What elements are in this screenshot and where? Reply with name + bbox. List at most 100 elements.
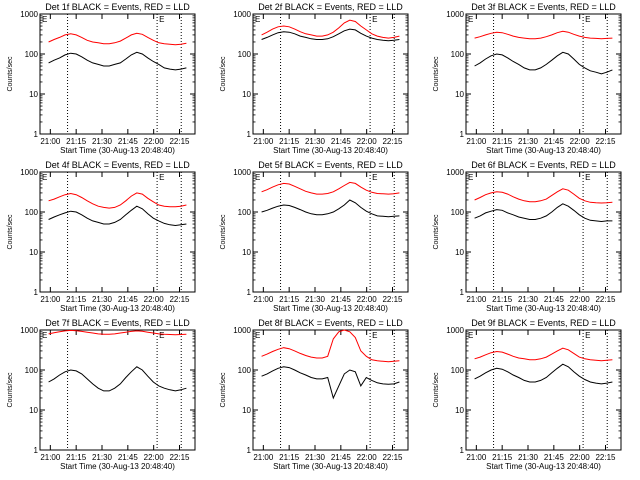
x-tick-label: 21:30 (518, 295, 539, 304)
x-tick-label: 21:15 (492, 295, 513, 304)
plot-frame (252, 13, 409, 135)
black-events-line (48, 51, 187, 71)
x-axis-label: Start Time (30-Aug-13 20:48:40) (60, 462, 175, 471)
red-lld-line (48, 32, 187, 46)
x-tick-label: 21:00 (253, 453, 274, 462)
chart-panel: Det 6f BLACK = Events, RED = LLD 1 10 100 10… (433, 160, 622, 313)
chart-title: Det 8f BLACK = Events, RED = LLD (258, 318, 403, 328)
chart-panel: Det 3f BLACK = Events, RED = LLD 1 10 100 10… (433, 2, 622, 155)
x-tick-label: 22:15 (382, 453, 403, 462)
x-tick-label: 22:15 (169, 453, 190, 462)
black-events-line (474, 203, 613, 223)
chart-panel: Det 4f BLACK = Events, RED = LLD 1 10 100 10… (7, 160, 196, 313)
x-tick-label: 21:00 (40, 137, 61, 146)
legend-glyph: E (42, 331, 47, 340)
y-tick-label: 100 (451, 208, 465, 217)
y-tick-label: 100 (238, 50, 252, 59)
legend-glyph: E (159, 173, 164, 182)
legend-glyph: E (372, 331, 377, 340)
black-events-line (261, 28, 400, 42)
black-events-line (261, 199, 400, 218)
legend-glyph: E (255, 15, 260, 24)
x-axis-label: Start Time (30-Aug-13 20:48:40) (486, 304, 601, 313)
plot-frame (39, 13, 196, 135)
y-axis-label: Counts/sec (433, 214, 440, 250)
legend-glyph: E (585, 173, 590, 182)
x-tick-label: 21:15 (279, 453, 300, 462)
x-axis-label: Start Time (30-Aug-13 20:48:40) (60, 304, 175, 313)
x-tick-label: 21:15 (279, 295, 300, 304)
plot-frame (252, 171, 409, 293)
x-tick-label: 22:15 (595, 137, 616, 146)
x-tick-label: 21:30 (92, 137, 113, 146)
red-lld-line (261, 181, 400, 195)
x-tick-label: 22:15 (382, 295, 403, 304)
x-tick-label: 21:00 (466, 137, 487, 146)
y-tick-label: 1000 (446, 326, 464, 335)
x-tick-label: 22:00 (357, 137, 378, 146)
chart-panel: Det 1f BLACK = Events, RED = LLD 1 10 100 10… (7, 2, 196, 155)
x-tick-label: 22:00 (570, 453, 591, 462)
y-tick-label: 10 (455, 90, 464, 99)
legend-glyph: E (372, 173, 377, 182)
x-axis-label: Start Time (30-Aug-13 20:48:40) (60, 146, 175, 155)
x-tick-label: 21:45 (331, 137, 352, 146)
y-tick-label: 1000 (233, 10, 251, 19)
x-tick-label: 22:00 (144, 453, 165, 462)
legend-glyph: E (42, 15, 47, 24)
legend-glyph: E (255, 173, 260, 182)
chart-title: Det 9f BLACK = Events, RED = LLD (471, 318, 616, 328)
y-tick-label: 10 (455, 248, 464, 257)
x-tick-label: 21:15 (66, 453, 87, 462)
y-tick-label: 1 (34, 130, 39, 139)
x-axis-label: Start Time (30-Aug-13 20:48:40) (273, 462, 388, 471)
y-tick-label: 1000 (446, 10, 464, 19)
black-events-line (261, 366, 400, 400)
y-tick-label: 10 (242, 248, 251, 257)
legend-glyph: E (42, 173, 47, 182)
x-tick-label: 21:00 (253, 137, 274, 146)
x-tick-label: 21:45 (118, 137, 139, 146)
x-tick-label: 21:00 (466, 453, 487, 462)
x-tick-label: 22:15 (169, 137, 190, 146)
y-tick-label: 100 (451, 50, 465, 59)
y-axis-label: Counts/sec (7, 56, 14, 92)
x-tick-label: 21:45 (118, 295, 139, 304)
x-tick-label: 21:00 (40, 453, 61, 462)
plot-frame (39, 171, 196, 293)
chart-title: Det 2f BLACK = Events, RED = LLD (258, 2, 403, 12)
y-axis-label: Counts/sec (433, 56, 440, 92)
y-tick-label: 100 (25, 366, 39, 375)
x-tick-label: 22:00 (144, 295, 165, 304)
black-events-line (48, 205, 187, 227)
plot-frame (465, 13, 622, 135)
x-tick-label: 21:00 (253, 295, 274, 304)
y-tick-label: 1000 (20, 10, 38, 19)
chart-panel: Det 5f BLACK = Events, RED = LLD 1 10 100 10… (220, 160, 409, 313)
x-tick-label: 22:15 (595, 295, 616, 304)
plot-frame (465, 171, 622, 293)
x-tick-label: 21:30 (305, 295, 326, 304)
y-axis-label: Counts/sec (220, 214, 227, 250)
y-tick-label: 100 (451, 366, 465, 375)
x-tick-label: 21:15 (66, 295, 87, 304)
y-tick-label: 1 (460, 446, 465, 455)
legend-glyph: E (468, 331, 473, 340)
y-axis-label: Counts/sec (7, 214, 14, 250)
black-events-line (48, 366, 187, 392)
y-tick-label: 1000 (20, 168, 38, 177)
y-tick-label: 10 (455, 406, 464, 415)
x-tick-label: 21:45 (544, 137, 565, 146)
x-tick-label: 21:00 (466, 295, 487, 304)
y-tick-label: 100 (25, 208, 39, 217)
y-tick-label: 100 (238, 208, 252, 217)
y-tick-label: 1000 (20, 326, 38, 335)
x-tick-label: 21:45 (331, 295, 352, 304)
plot-frame (465, 329, 622, 451)
chart-panel: Det 8f BLACK = Events, RED = LLD 1 10 100 10… (220, 318, 409, 471)
y-tick-label: 1 (460, 288, 465, 297)
y-tick-label: 1 (247, 130, 252, 139)
x-tick-label: 22:00 (357, 453, 378, 462)
y-tick-label: 1000 (233, 326, 251, 335)
